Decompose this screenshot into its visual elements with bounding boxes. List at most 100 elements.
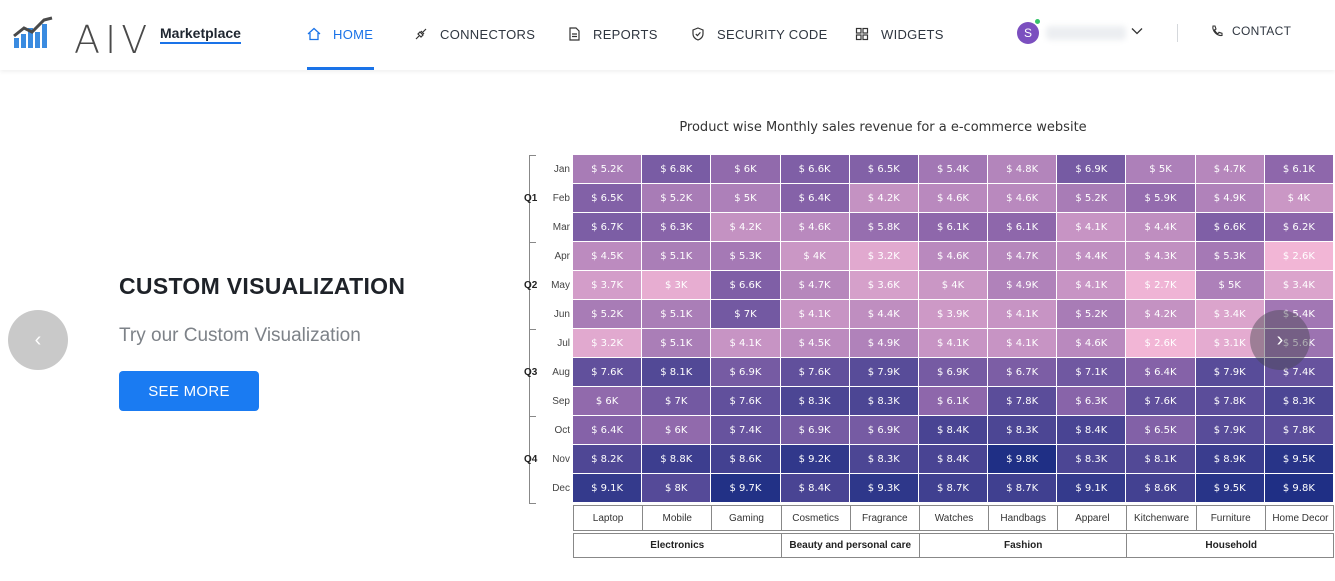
bar-chart-logo-icon [13, 16, 53, 48]
quarter-label: Q2 [524, 279, 538, 291]
heatmap-cell: $ 4.6K [988, 184, 1057, 212]
heatmap-cell: $ 8.8K [642, 445, 711, 473]
month-label: Sep [552, 395, 570, 407]
heatmap-cell: $ 6.4K [1126, 358, 1195, 386]
nav-reports[interactable]: REPORTS [567, 24, 658, 44]
month-label: Apr [554, 250, 570, 262]
heatmap-cell: $ 5.1K [642, 300, 711, 328]
heatmap-cell: $ 4K [1264, 184, 1333, 212]
heatmap-cell: $ 4.6K [1057, 329, 1126, 357]
contact-link[interactable]: CONTACT [1210, 24, 1291, 38]
quarter-tick [529, 329, 536, 330]
heatmap-cell: $ 2.7K [1126, 271, 1195, 299]
heatmap-cell: $ 5.4K [918, 155, 988, 183]
heatmap-cell: $ 5K [711, 184, 780, 212]
heatmap-cell: $ 8.4K [918, 416, 988, 444]
plug-icon [414, 27, 428, 41]
heatmap-cell: $ 6.2K [1264, 213, 1333, 241]
logo-text: AIV [74, 18, 153, 62]
heatmap-cell: $ 8.3K [849, 387, 918, 415]
heatmap-cell: $ 5.1K [642, 242, 711, 270]
heatmap-cell: $ 6.8K [642, 155, 711, 183]
heatmap-cell: $ 6.5K [1126, 416, 1195, 444]
home-icon [307, 27, 321, 41]
heatmap-cell: $ 4.5K [573, 242, 642, 270]
heatmap-cell: $ 8.3K [780, 387, 849, 415]
heatmap-cell: $ 7.6K [780, 358, 849, 386]
heatmap-cell: $ 7.9K [1195, 358, 1264, 386]
month-label: Mar [552, 221, 570, 233]
aiv-logo[interactable]: AIV [12, 14, 147, 59]
heatmap-cell: $ 4.9K [988, 271, 1057, 299]
user-name-redacted [1046, 26, 1126, 40]
heatmap-cell: $ 4.1K [988, 329, 1057, 357]
heatmap-cell: $ 5.8K [849, 213, 918, 241]
heatmap-cell: $ 8.4K [918, 445, 988, 473]
heatmap-cell: $ 8.3K [1264, 387, 1333, 415]
heatmap-cell: $ 5.3K [1195, 242, 1264, 270]
quarter-tick [529, 416, 536, 417]
heatmap-cell: $ 6.1K [918, 387, 988, 415]
heatmap-cell: $ 5.2K [1057, 184, 1126, 212]
heatmap-cell: $ 7.4K [711, 416, 780, 444]
heatmap-cell: $ 6.6K [780, 155, 849, 183]
heatmap-cell: $ 7.9K [1195, 416, 1264, 444]
heatmap-cell: $ 8.4K [780, 474, 849, 502]
carousel-next-button[interactable]: › [1250, 310, 1310, 370]
heatmap-cell: $ 6K [642, 416, 711, 444]
heatmap-cell: $ 8.9K [1195, 445, 1264, 473]
quarter-label: Q3 [524, 366, 538, 378]
marketplace-link[interactable]: Marketplace [160, 25, 241, 44]
heatmap-cell: $ 4.1K [918, 329, 988, 357]
group-label: Beauty and personal care [782, 534, 920, 557]
heatmap-cell: $ 8.3K [849, 445, 918, 473]
heatmap-cell: $ 7.1K [1057, 358, 1126, 386]
category-label: Mobile [643, 506, 713, 530]
month-label: Jun [553, 308, 570, 320]
heatmap-cell: $ 3.2K [573, 329, 642, 357]
heatmap-cell: $ 9.2K [780, 445, 849, 473]
document-icon [567, 27, 581, 41]
quarter-label: Q4 [524, 453, 538, 465]
heatmap-cell: $ 7.6K [1126, 387, 1195, 415]
category-axis: Laptop Mobile Gaming Cosmetics Fragrance Watc… [573, 505, 1334, 531]
grid-icon [855, 27, 869, 41]
heatmap-cell: $ 4.7K [1195, 155, 1264, 183]
nav-security-code[interactable]: SECURITY CODE [691, 24, 828, 44]
hero-subtitle: Try our Custom Visualization [119, 325, 361, 346]
heatmap-cell: $ 2.6K [1264, 242, 1333, 270]
user-avatar[interactable]: S [1017, 22, 1039, 44]
heatmap-cell: $ 3.1K [1195, 329, 1264, 357]
month-label: Dec [552, 482, 570, 494]
heatmap-cell: $ 6.4K [780, 184, 849, 212]
heatmap-cell: $ 8.1K [642, 358, 711, 386]
heatmap-cell: $ 8.7K [918, 474, 988, 502]
month-label: Feb [552, 192, 570, 204]
nav-home[interactable]: HOME [307, 24, 373, 44]
heatmap-cell: $ 5.6K [1264, 329, 1333, 357]
nav-security-code-label: SECURITY CODE [717, 26, 828, 42]
heatmap-cell: $ 7K [642, 387, 711, 415]
nav-connectors[interactable]: CONNECTORS [414, 24, 535, 44]
heatmap-cell: $ 8.1K [1126, 445, 1195, 473]
category-label: Gaming [712, 506, 782, 530]
heatmap-cell: $ 3.6K [849, 271, 918, 299]
heatmap-cell: $ 9.5K [1264, 445, 1333, 473]
nav-widgets[interactable]: WIDGETS [855, 24, 944, 44]
heatmap-cell: $ 7.4K [1264, 358, 1333, 386]
chevron-down-icon[interactable] [1130, 24, 1144, 38]
group-label: Electronics [574, 534, 782, 557]
carousel-prev-button[interactable]: ‹ [8, 310, 68, 370]
heatmap-cell: $ 4.4K [849, 300, 918, 328]
category-label: Furniture [1197, 506, 1266, 530]
heatmap-cell: $ 6.3K [1057, 387, 1126, 415]
heatmap-cell: $ 4.4K [1057, 242, 1126, 270]
see-more-button[interactable]: SEE MORE [119, 371, 259, 411]
heatmap-cell: $ 4.2K [849, 184, 918, 212]
heatmap-cell: $ 5.3K [711, 242, 780, 270]
month-label: Aug [552, 366, 570, 378]
heatmap-cell: $ 4.1K [1057, 271, 1126, 299]
category-label: Kitchenware [1127, 506, 1197, 530]
heatmap-cell: $ 8.6K [1126, 474, 1195, 502]
heatmap-cell: $ 4.1K [988, 300, 1057, 328]
